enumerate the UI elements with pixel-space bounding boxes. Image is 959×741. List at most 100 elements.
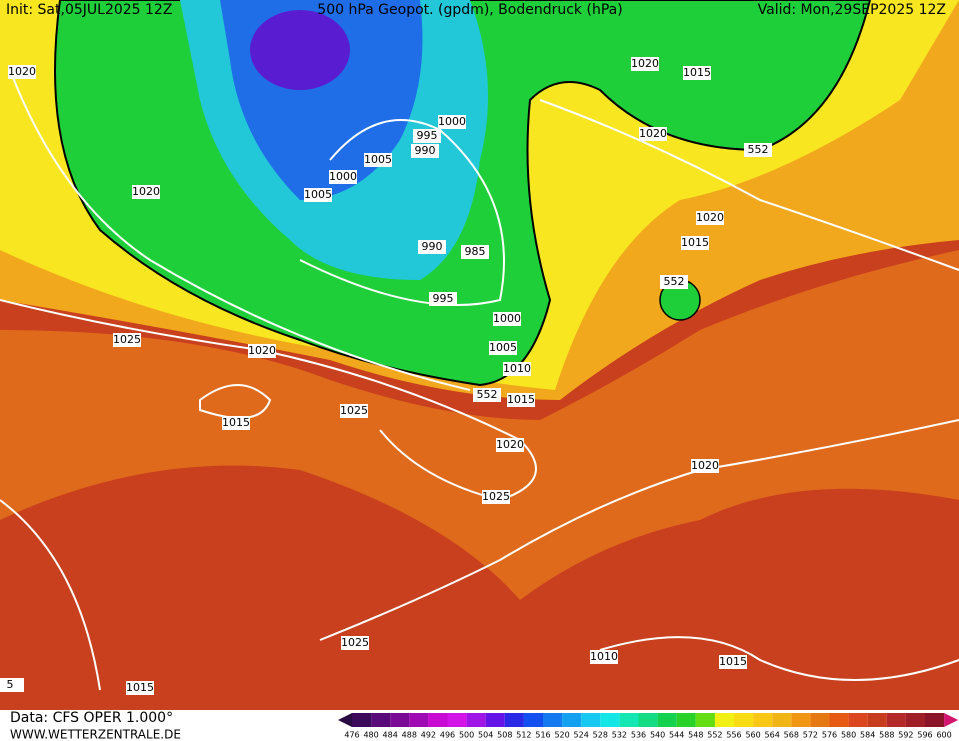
colorbar-swatch <box>562 713 582 727</box>
isobar <box>0 499 101 691</box>
colorbar-swatch <box>581 713 601 727</box>
label-box <box>639 127 667 141</box>
colorbar-swatch <box>829 713 849 727</box>
map-title: 500 hPa Geopot. (gpdm), Bodendruck (hPa) <box>317 2 622 18</box>
label-box <box>507 393 535 407</box>
colorbar-label: 560 <box>745 731 760 740</box>
colorbar-label: 532 <box>612 731 627 740</box>
isobar-label: 1005 <box>304 188 332 201</box>
isobar-label: 552 <box>664 275 685 288</box>
label-box <box>0 678 24 692</box>
colorbar-label: 516 <box>535 731 550 740</box>
site: WWW.WETTERZENTRALE.DE <box>10 728 181 741</box>
colorbar-swatch <box>619 713 639 727</box>
colorbar-swatch <box>734 713 754 727</box>
colorbar-swatch <box>772 713 792 727</box>
colorbar-swatch <box>485 713 505 727</box>
colorbar-swatch <box>925 713 945 727</box>
colorbar-label: 488 <box>402 731 417 740</box>
core-zone <box>250 10 350 90</box>
label-box <box>329 170 357 184</box>
label-box <box>341 636 369 650</box>
label-box <box>438 115 466 129</box>
colorbar-label: 556 <box>726 731 741 740</box>
colorbar-swatch <box>390 713 410 727</box>
colorbar-label: 528 <box>593 731 608 740</box>
isobar-label: 1000 <box>438 115 466 128</box>
colorbar-swatch <box>905 713 925 727</box>
isobar <box>319 419 959 641</box>
isobar-label: 1020 <box>639 127 667 140</box>
colorbar-swatch <box>504 713 524 727</box>
colorbar-label: 504 <box>478 731 493 740</box>
isobar-label: 1005 <box>364 153 392 166</box>
isobar-label: 995 <box>417 129 438 142</box>
isobar-label: 1020 <box>496 438 524 451</box>
colorbar-label: 524 <box>574 731 589 740</box>
isobar-label: 1015 <box>719 655 747 668</box>
label-box <box>489 341 517 355</box>
label-box <box>590 650 618 664</box>
colorbar-swatch <box>791 713 811 727</box>
colorbar-swatch <box>600 713 620 727</box>
colorbar-swatch <box>753 713 773 727</box>
colorbar-label: 484 <box>383 731 398 740</box>
colorbar-swatch <box>657 713 677 727</box>
isobar <box>9 69 471 391</box>
isobar <box>299 119 505 306</box>
colorbar-label: 508 <box>497 731 512 740</box>
isobar-label: 1015 <box>222 416 250 429</box>
colorbar-swatch <box>447 713 467 727</box>
label-box <box>493 312 521 326</box>
label-box <box>683 66 711 80</box>
isobar-label: 1015 <box>126 681 154 694</box>
isobar-label: 1000 <box>329 170 357 183</box>
isobar-label: 1025 <box>341 636 369 649</box>
label-box <box>222 416 250 430</box>
label-box <box>248 344 276 358</box>
label-box <box>681 236 709 250</box>
isobar-label: 1015 <box>681 236 709 249</box>
orange-zone <box>0 250 959 600</box>
colorbar-swatch <box>848 713 868 727</box>
isobar <box>539 99 959 271</box>
colorbar-label: 480 <box>363 731 378 740</box>
isobar-label: 1020 <box>132 185 160 198</box>
colorbar-label: 536 <box>631 731 646 740</box>
isobar-label: 1020 <box>248 344 276 357</box>
colorbar-label: 588 <box>879 731 894 740</box>
colorbar-label: 552 <box>707 731 722 740</box>
isobar-label: 990 <box>415 144 436 157</box>
colorbar-swatch <box>810 713 830 727</box>
isobar-label: 985 <box>465 245 486 258</box>
isobar-label: 552 <box>748 143 769 156</box>
colorbar-label: 492 <box>421 731 436 740</box>
label-box <box>411 144 439 158</box>
label-box <box>413 129 441 143</box>
colorbar-label: 476 <box>344 731 359 740</box>
isobar-label: 995 <box>433 292 454 305</box>
label-box <box>364 153 392 167</box>
label-box <box>496 438 524 452</box>
isobar-label: 1025 <box>113 333 141 346</box>
label-box <box>304 188 332 202</box>
colorbar-swatch <box>676 713 696 727</box>
label-box <box>429 292 457 306</box>
colorbar-label: 548 <box>688 731 703 740</box>
colorbar-label: 540 <box>650 731 665 740</box>
colorbar-swatch <box>714 713 734 727</box>
isobar-label: 1015 <box>683 66 711 79</box>
colorbar-swatch <box>638 713 658 727</box>
colorbar-swatch <box>523 713 543 727</box>
colorbar-label: 584 <box>860 731 875 740</box>
isobar-label: 1015 <box>507 393 535 406</box>
label-box <box>719 655 747 669</box>
label-box <box>8 65 36 79</box>
label-box <box>418 240 446 254</box>
isobar-label: 990 <box>422 240 443 253</box>
colorbar-label: 596 <box>917 731 932 740</box>
colorbar-label: 520 <box>554 731 569 740</box>
data-source: Data: CFS OPER 1.000° <box>10 710 173 726</box>
label-box <box>660 275 688 289</box>
